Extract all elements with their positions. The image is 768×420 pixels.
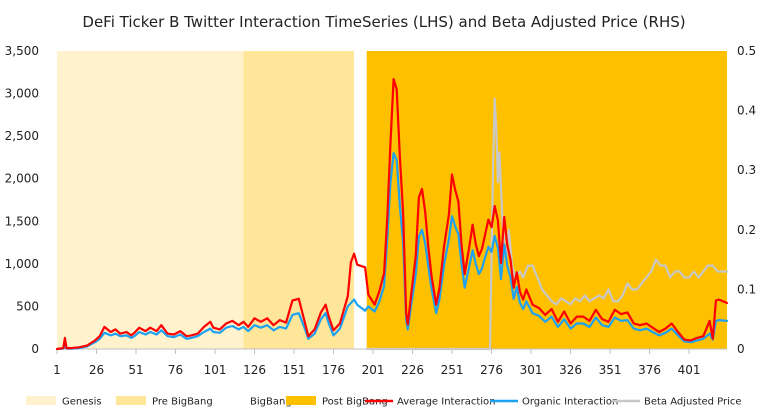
phase-band-1 — [243, 51, 355, 349]
legend-swatch — [286, 396, 316, 405]
legend-label: Average Interaction — [397, 397, 496, 408]
phase-bands — [57, 51, 727, 349]
y-right-tick-label: 0.2 — [737, 223, 756, 237]
y-left-tick-label: 2,000 — [5, 172, 39, 186]
legend-bigbang: BigBang — [214, 396, 292, 408]
y-right-tick-label: 0.4 — [737, 104, 756, 118]
legend-label: BigBang — [250, 397, 292, 408]
y-left-tick-label: 2,500 — [5, 129, 39, 143]
series-line-organic-interaction — [55, 152, 729, 351]
y-left-tick-label: 500 — [16, 299, 39, 313]
series-lines — [55, 78, 729, 351]
y-right-tick-label: 0.3 — [737, 163, 756, 177]
x-tick-label: 401 — [678, 363, 701, 377]
x-tick-label: 151 — [283, 363, 306, 377]
series-line-average-interaction — [55, 78, 729, 351]
legend-pre-bigbang: Pre BigBang — [116, 396, 213, 408]
y-right-tick-label: 0.5 — [737, 44, 756, 58]
x-tick-label: 201 — [362, 363, 385, 377]
x-tick-label: 326 — [559, 363, 582, 377]
phase-band-0 — [57, 51, 244, 349]
x-tick-label: 226 — [401, 363, 424, 377]
legend-average-interaction: Average Interaction — [365, 397, 496, 408]
x-tick-label: 126 — [243, 363, 266, 377]
x-tick-label: 76 — [168, 363, 183, 377]
legend-swatch — [116, 396, 146, 405]
y-left-tick-label: 1,000 — [5, 257, 39, 271]
x-tick-label: 51 — [128, 363, 143, 377]
x-tick-label: 301 — [520, 363, 543, 377]
phase-band-3 — [366, 51, 727, 349]
x-tick-label: 351 — [599, 363, 622, 377]
legend-label: Genesis — [62, 397, 102, 408]
legend-label: Beta Adjusted Price — [644, 397, 742, 408]
legend-post-bigbang: Post BigBang — [286, 396, 388, 408]
legend-organic-interaction: Organic Interaction — [490, 397, 618, 408]
y-right-tick-label: 0 — [737, 342, 745, 356]
legend-swatch — [214, 396, 244, 405]
y-left-tick-label: 3,000 — [5, 87, 39, 101]
chart-title: DeFi Ticker B Twitter Interaction TimeSe… — [82, 13, 685, 31]
legend-beta-adjusted-price: Beta Adjusted Price — [612, 397, 742, 408]
x-tick-label: 251 — [441, 363, 464, 377]
legend-genesis: Genesis — [26, 396, 102, 408]
x-tick-label: 176 — [322, 363, 345, 377]
x-tick-label: 276 — [480, 363, 503, 377]
x-tick-label: 26 — [89, 363, 104, 377]
legend-swatch — [26, 396, 56, 405]
y-left-tick-label: 3,500 — [5, 44, 39, 58]
x-tick-label: 101 — [204, 363, 227, 377]
legend-label: Pre BigBang — [152, 397, 213, 408]
legend-label: Organic Interaction — [522, 397, 618, 408]
y-right-tick-label: 0.1 — [737, 282, 756, 296]
x-tick-label: 1 — [53, 363, 61, 377]
y-left-tick-label: 0 — [31, 342, 39, 356]
phase-band-2 — [354, 51, 367, 349]
legend-label: Post BigBang — [322, 397, 388, 408]
y-left-tick-label: 1,500 — [5, 214, 39, 228]
legend: Genesis Pre BigBang BigBang Post BigBang Ave… — [26, 396, 742, 408]
x-tick-label: 376 — [638, 363, 661, 377]
